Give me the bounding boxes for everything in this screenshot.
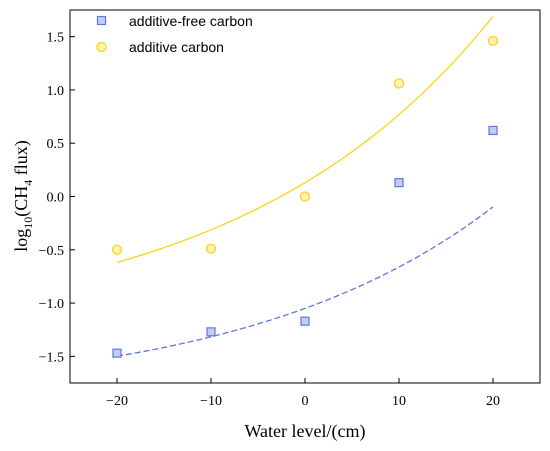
axis-ticks: −20 −10 0 10 20 −1.5 −1.0 −0.5 0.0 0.5 1.0 1.5 [39,31,500,409]
x-tick-label: 20 [486,394,500,409]
legend: additive-free carbon additive carbon [96,13,253,55]
data-point-square [206,327,216,337]
fit-curve-0 [116,206,494,357]
data-point-circle [393,78,405,89]
legend-marker-additive-free-carbon [96,15,107,26]
fit-curve-1 [116,15,494,264]
data-point-circle [205,243,217,254]
data-point-square [112,348,122,358]
y-tick-label: 1.0 [47,84,65,99]
x-tick-label: −20 [106,394,128,409]
y-tick-label: 0.0 [47,191,65,206]
y-tick-label: 1.5 [47,31,65,46]
legend-marker-additive-carbon [96,41,107,53]
y-tick-label: −0.5 [39,244,64,259]
x-tick-label: 10 [392,394,406,409]
legend-label-additive-carbon: additive carbon [129,39,224,55]
x-axis-title: Water level/(cm) [245,421,366,442]
x-tick-label: −10 [200,394,222,409]
y-tick-label: 0.5 [47,137,65,152]
fit-curves [116,15,494,357]
data-point-circle [111,244,123,255]
data-points [111,35,499,358]
data-point-square [300,316,310,326]
y-tick-label: −1.5 [39,350,64,365]
y-axis-title: log10(CH4 flux) [11,140,35,252]
legend-label-additive-free-carbon: additive-free carbon [129,13,253,29]
data-point-square [394,178,404,188]
data-point-circle [299,191,311,202]
y-tick-label: −1.0 [39,297,64,312]
data-point-circle [487,35,499,47]
x-tick-label: 0 [302,394,309,409]
data-point-square [488,125,498,136]
